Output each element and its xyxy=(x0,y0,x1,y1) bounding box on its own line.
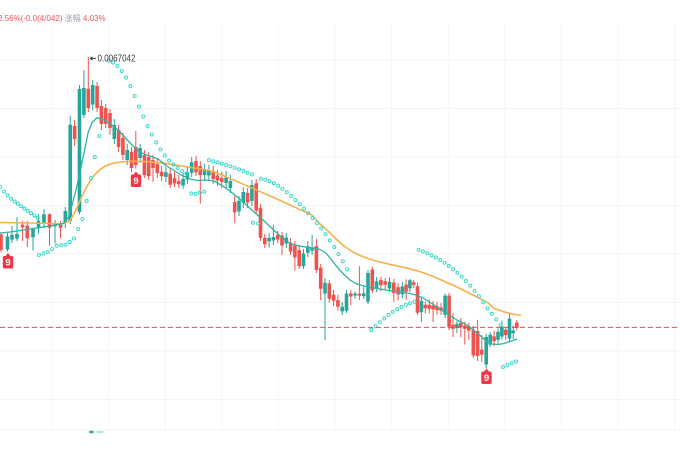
svg-text:9: 9 xyxy=(484,373,489,384)
svg-text:2.56%(-0.0(4/042) 涨幅 4.03%: 2.56%(-0.0(4/042) 涨幅 4.03% xyxy=(0,13,106,23)
svg-text:9: 9 xyxy=(133,176,138,187)
svg-text:9: 9 xyxy=(5,257,10,268)
svg-text:0.0067042: 0.0067042 xyxy=(98,53,136,65)
